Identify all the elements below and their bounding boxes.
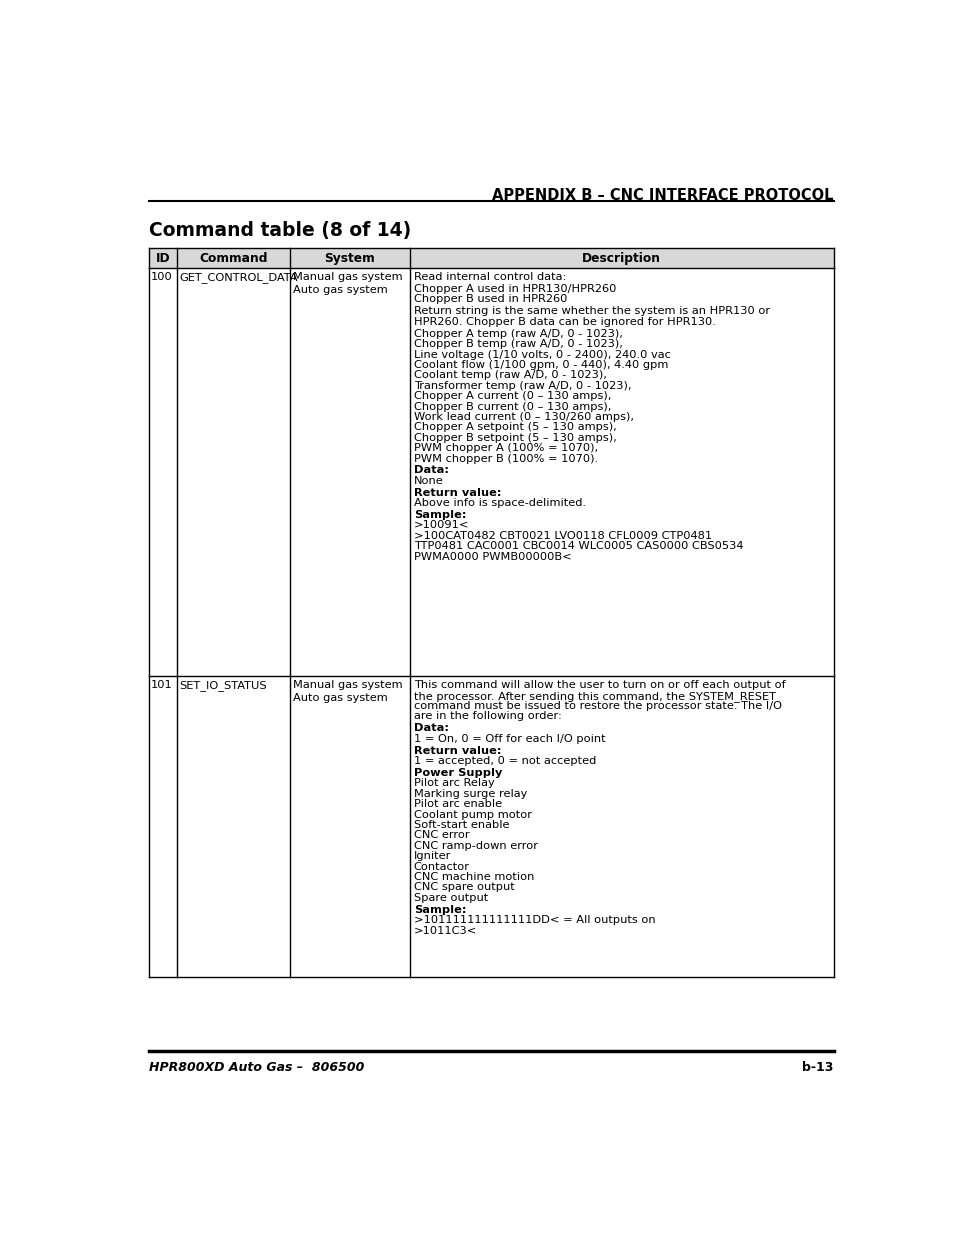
- Text: >1011C3<: >1011C3<: [414, 925, 476, 936]
- Text: ID: ID: [155, 252, 171, 264]
- Text: b-13: b-13: [801, 1061, 833, 1073]
- Text: Soft-start enable: Soft-start enable: [414, 820, 509, 830]
- Text: Above info is space-delimited.: Above info is space-delimited.: [414, 498, 585, 508]
- Text: None: None: [414, 475, 443, 485]
- Text: >10091<: >10091<: [414, 520, 469, 531]
- Text: are in the following order:: are in the following order:: [414, 711, 561, 721]
- Text: Contactor: Contactor: [414, 862, 469, 872]
- Text: CNC spare output: CNC spare output: [414, 882, 514, 893]
- Text: Sample:: Sample:: [414, 905, 466, 915]
- Text: Coolant flow (1/100 gpm, 0 - 440), 4.40 gpm: Coolant flow (1/100 gpm, 0 - 440), 4.40 …: [414, 359, 667, 370]
- Text: Data:: Data:: [414, 466, 448, 475]
- Text: Return string is the same whether the system is an HPR130 or: Return string is the same whether the sy…: [414, 306, 769, 316]
- Text: CNC machine motion: CNC machine motion: [414, 872, 534, 882]
- Text: Return value:: Return value:: [414, 488, 500, 498]
- Text: APPENDIX B – CNC INTERFACE PROTOCOL: APPENDIX B – CNC INTERFACE PROTOCOL: [492, 188, 833, 204]
- Text: Chopper B temp (raw A/D, 0 - 1023),: Chopper B temp (raw A/D, 0 - 1023),: [414, 340, 622, 350]
- Text: Return value:: Return value:: [414, 746, 500, 756]
- Text: Coolant temp (raw A/D, 0 - 1023),: Coolant temp (raw A/D, 0 - 1023),: [414, 370, 606, 380]
- Text: Chopper B setpoint (5 – 130 amps),: Chopper B setpoint (5 – 130 amps),: [414, 432, 616, 442]
- Text: Spare output: Spare output: [414, 893, 488, 903]
- Text: CNC ramp-down error: CNC ramp-down error: [414, 841, 537, 851]
- Text: TTP0481 CAC0001 CBC0014 WLC0005 CAS0000 CBS0534: TTP0481 CAC0001 CBC0014 WLC0005 CAS0000 …: [414, 541, 742, 551]
- Text: Work lead current (0 – 130/260 amps),: Work lead current (0 – 130/260 amps),: [414, 412, 633, 422]
- Text: >100CAT0482 CBT0021 LVO0118 CFL0009 CTP0481: >100CAT0482 CBT0021 LVO0118 CFL0009 CTP0…: [414, 531, 711, 541]
- Text: Igniter: Igniter: [414, 851, 451, 861]
- Text: Data:: Data:: [414, 724, 448, 734]
- Text: 100: 100: [151, 272, 172, 282]
- Text: Pilot arc Relay: Pilot arc Relay: [414, 778, 494, 788]
- Text: Chopper A setpoint (5 – 130 amps),: Chopper A setpoint (5 – 130 amps),: [414, 422, 616, 432]
- Text: Manual gas system
Auto gas system: Manual gas system Auto gas system: [293, 272, 402, 295]
- Text: Chopper A temp (raw A/D, 0 - 1023),: Chopper A temp (raw A/D, 0 - 1023),: [414, 329, 622, 338]
- Text: PWM chopper B (100% = 1070).: PWM chopper B (100% = 1070).: [414, 453, 598, 463]
- Text: PWM chopper A (100% = 1070),: PWM chopper A (100% = 1070),: [414, 443, 598, 453]
- Text: PWMA0000 PWMB00000B<: PWMA0000 PWMB00000B<: [414, 552, 571, 562]
- Text: Sample:: Sample:: [414, 510, 466, 520]
- Text: >101111111111111DD< = All outputs on: >101111111111111DD< = All outputs on: [414, 915, 655, 925]
- Text: CNC error: CNC error: [414, 830, 469, 841]
- Text: 1 = On, 0 = Off for each I/O point: 1 = On, 0 = Off for each I/O point: [414, 734, 605, 743]
- Text: This command will allow the user to turn on or off each output of: This command will allow the user to turn…: [414, 680, 784, 690]
- Text: Line voltage (1/10 volts, 0 - 2400), 240.0 vac: Line voltage (1/10 volts, 0 - 2400), 240…: [414, 350, 670, 359]
- Text: Command: Command: [199, 252, 268, 264]
- Text: Chopper A used in HPR130/HPR260: Chopper A used in HPR130/HPR260: [414, 284, 616, 294]
- Text: HPR260. Chopper B data can be ignored for HPR130.: HPR260. Chopper B data can be ignored fo…: [414, 317, 715, 327]
- Text: HPR800XD Auto Gas –  806500: HPR800XD Auto Gas – 806500: [149, 1061, 364, 1073]
- Text: 1 = accepted, 0 = not accepted: 1 = accepted, 0 = not accepted: [414, 756, 596, 766]
- Text: Pilot arc enable: Pilot arc enable: [414, 799, 501, 809]
- Text: command must be issued to restore the processor state. The I/O: command must be issued to restore the pr…: [414, 701, 781, 711]
- Text: Chopper B used in HPR260: Chopper B used in HPR260: [414, 294, 566, 305]
- Text: Read internal control data:: Read internal control data:: [414, 272, 565, 282]
- Bar: [149, 248, 833, 268]
- Text: Coolant pump motor: Coolant pump motor: [414, 810, 531, 820]
- Text: Transformer temp (raw A/D, 0 - 1023),: Transformer temp (raw A/D, 0 - 1023),: [414, 380, 631, 390]
- Text: 101: 101: [151, 680, 172, 690]
- Text: System: System: [324, 252, 375, 264]
- Text: Command table (8 of 14): Command table (8 of 14): [149, 221, 411, 241]
- Text: Manual gas system
Auto gas system: Manual gas system Auto gas system: [293, 680, 402, 703]
- Text: the processor. After sending this command, the SYSTEM_RESET: the processor. After sending this comman…: [414, 690, 775, 701]
- Text: SET_IO_STATUS: SET_IO_STATUS: [179, 680, 267, 692]
- Text: Marking surge relay: Marking surge relay: [414, 789, 527, 799]
- Text: Chopper A current (0 – 130 amps),: Chopper A current (0 – 130 amps),: [414, 391, 611, 401]
- Text: GET_CONTROL_DATA: GET_CONTROL_DATA: [179, 272, 298, 283]
- Text: Chopper B current (0 – 130 amps),: Chopper B current (0 – 130 amps),: [414, 401, 611, 411]
- Text: Description: Description: [581, 252, 660, 264]
- Text: Power Supply: Power Supply: [414, 768, 501, 778]
